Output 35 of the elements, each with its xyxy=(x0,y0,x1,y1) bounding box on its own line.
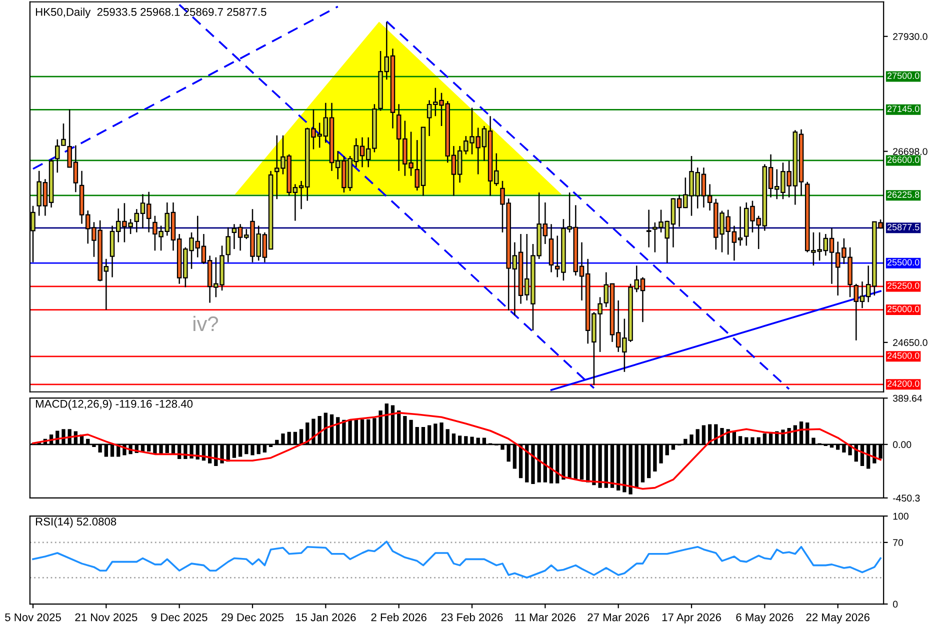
y-tick-label: 389.64 xyxy=(892,394,922,402)
x-tick-label: 23 Feb 2026 xyxy=(441,613,503,622)
y-tick-label: 70 xyxy=(893,539,904,546)
ref-line-label: 25250.0 xyxy=(887,282,920,289)
x-tick-label: 9 Dec 2025 xyxy=(151,613,208,622)
y-tick-label: 100 xyxy=(893,512,908,520)
chart-title: RSI(14) 52.0808 xyxy=(36,517,116,528)
ref-line-label: 24200.0 xyxy=(887,380,920,387)
ref-line-label: 26225.8 xyxy=(887,191,920,198)
y-tick-label: 26698.0 xyxy=(893,148,928,155)
y-tick-label: 24650.0 xyxy=(893,339,928,346)
x-tick-label: 5 Nov 2025 xyxy=(5,613,61,622)
annotation: iv? xyxy=(194,316,218,331)
ref-line-label: 27500.0 xyxy=(887,72,920,79)
x-tick-label: 22 May 2026 xyxy=(806,613,870,624)
y-tick-label: -450.3 xyxy=(893,494,920,502)
x-tick-label: 6 May 2026 xyxy=(736,613,794,624)
ref-line-label: 25000.0 xyxy=(887,306,920,312)
y-tick-label: 27930.0 xyxy=(893,33,928,40)
x-tick-label: 27 Mar 2026 xyxy=(588,613,650,622)
ref-line-label: 25500.0 xyxy=(887,259,920,266)
chart-title: MACD(12,26,9) -119.16 -128.40 xyxy=(36,400,193,410)
y-tick-label: 0 xyxy=(892,600,898,608)
x-tick-label: 17 Apr 2026 xyxy=(662,613,721,624)
x-tick-label: 2 Feb 2026 xyxy=(371,613,426,622)
chart-title: HK50,Daily 25933.5 25968.1 25869.7 25877.5 xyxy=(36,8,266,18)
ref-line-label: 26600.0 xyxy=(887,156,920,163)
x-tick-label: 21 Nov 2025 xyxy=(75,613,138,622)
x-tick-label: 29 Dec 2025 xyxy=(222,613,284,622)
ref-line-label: 24500.0 xyxy=(887,352,920,359)
ref-line-label: 25877.5 xyxy=(887,224,920,230)
x-tick-label: 11 Mar 2026 xyxy=(515,613,576,622)
x-tick-label: 15 Jan 2026 xyxy=(296,613,356,622)
ref-line-label: 27145.0 xyxy=(887,106,920,112)
y-tick-label: 0.00 xyxy=(892,441,912,448)
